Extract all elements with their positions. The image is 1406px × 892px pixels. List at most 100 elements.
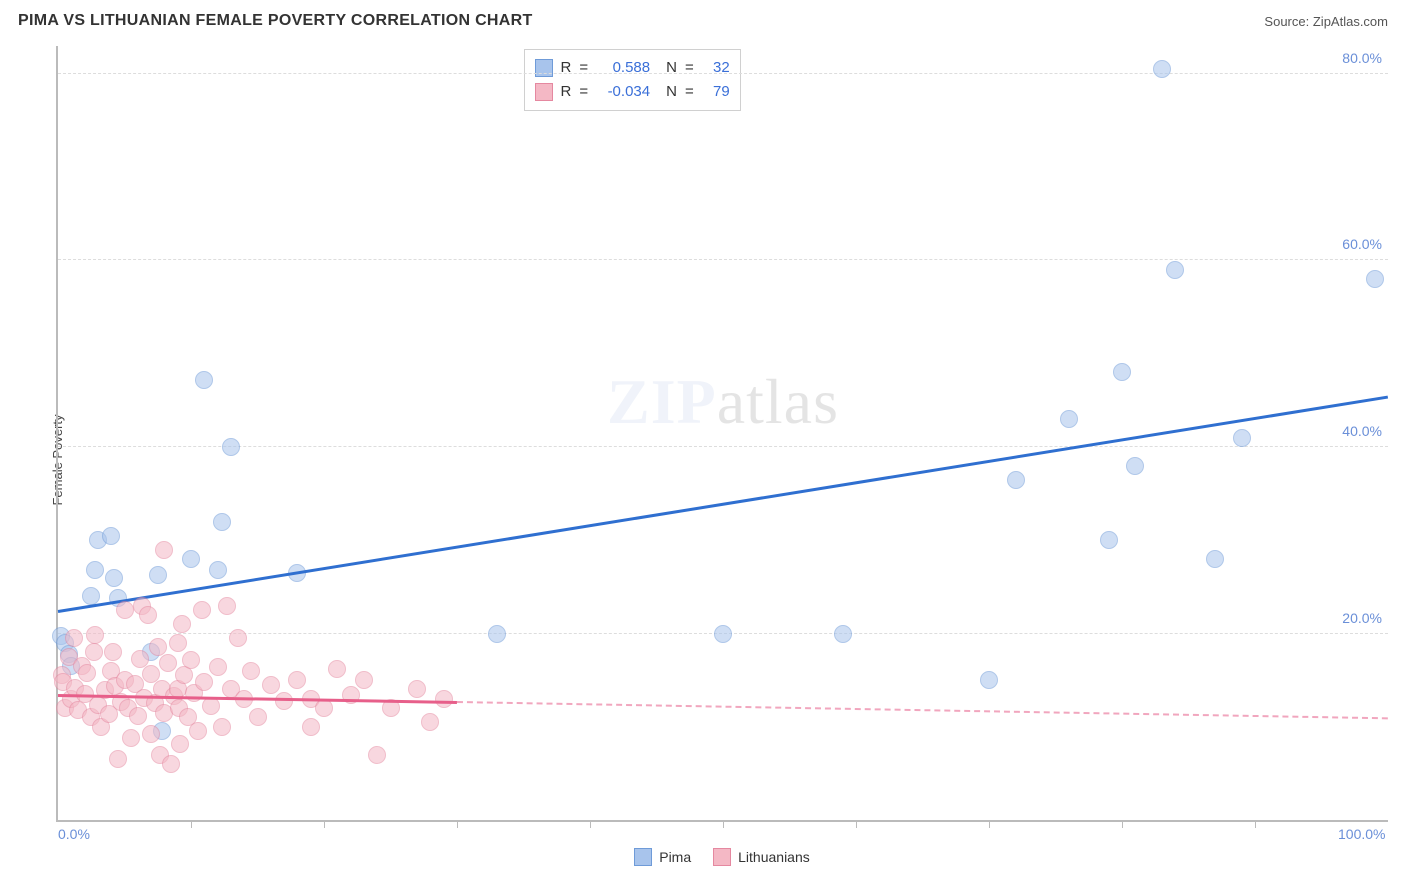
x-tick-minor: [457, 820, 458, 828]
trend-line: [457, 701, 1388, 719]
source-attribution: Source: ZipAtlas.com: [1264, 14, 1388, 29]
data-point: [159, 654, 177, 672]
data-point: [175, 666, 193, 684]
legend-label: Lithuanians: [738, 849, 810, 865]
watermark-atlas: atlas: [717, 366, 839, 437]
data-point: [1007, 471, 1025, 489]
data-point: [435, 690, 453, 708]
stat-r-label: R: [561, 56, 572, 80]
stats-row: R = -0.034 N = 79: [535, 80, 730, 104]
stat-n-label: N: [666, 80, 677, 104]
data-point: [213, 513, 231, 531]
data-point: [1126, 457, 1144, 475]
data-point: [102, 527, 120, 545]
x-tick-minor: [1122, 820, 1123, 828]
data-point: [202, 697, 220, 715]
watermark-zip: ZIP: [607, 366, 717, 437]
data-point: [129, 707, 147, 725]
correlation-stats-box: R = 0.588 N = 32R = -0.034 N = 79: [524, 49, 741, 111]
data-point: [85, 643, 103, 661]
stat-n-value: 79: [702, 80, 730, 104]
legend-label: Pima: [659, 849, 691, 865]
data-point: [182, 550, 200, 568]
y-tick-label: 60.0%: [1342, 236, 1382, 252]
data-point: [222, 438, 240, 456]
source-link[interactable]: ZipAtlas.com: [1313, 14, 1388, 29]
legend-swatch: [713, 848, 731, 866]
data-point: [328, 660, 346, 678]
stats-row: R=0.588N=32: [535, 56, 730, 80]
data-point: [195, 371, 213, 389]
data-point: [104, 643, 122, 661]
data-point: [355, 671, 373, 689]
data-point: [1366, 270, 1384, 288]
gridline: [58, 73, 1388, 74]
data-point: [149, 638, 167, 656]
data-point: [408, 680, 426, 698]
data-point: [78, 664, 96, 682]
data-point: [169, 634, 187, 652]
data-point: [155, 541, 173, 559]
data-point: [218, 597, 236, 615]
data-point: [189, 722, 207, 740]
stat-r-label: R: [561, 80, 572, 104]
data-point: [65, 629, 83, 647]
y-tick-label: 40.0%: [1342, 423, 1382, 439]
data-point: [242, 662, 260, 680]
data-point: [368, 746, 386, 764]
data-point: [714, 625, 732, 643]
data-point: [171, 735, 189, 753]
data-point: [86, 561, 104, 579]
data-point: [86, 626, 104, 644]
scatter-plot: ZIPatlas R=0.588N=32R=-0.034N=79 20.0%40…: [56, 46, 1388, 822]
data-point: [1206, 550, 1224, 568]
stat-n-label: N: [666, 56, 677, 80]
data-point: [109, 750, 127, 768]
stat-n-value: 32: [702, 56, 730, 80]
data-point: [182, 651, 200, 669]
data-point: [1060, 410, 1078, 428]
data-point: [105, 569, 123, 587]
data-point: [1153, 60, 1171, 78]
data-point: [1100, 531, 1118, 549]
data-point: [229, 629, 247, 647]
data-point: [315, 699, 333, 717]
data-point: [213, 718, 231, 736]
legend-swatch: [535, 83, 553, 101]
data-point: [488, 625, 506, 643]
legend-item: Lithuanians: [713, 848, 810, 866]
legend-item: Pima: [634, 848, 691, 866]
data-point: [288, 671, 306, 689]
data-point: [834, 625, 852, 643]
x-tick-minor: [1255, 820, 1256, 828]
stat-eq: =: [579, 56, 588, 80]
data-point: [421, 713, 439, 731]
legend-swatch: [535, 59, 553, 77]
data-point: [142, 665, 160, 683]
x-tick-minor: [590, 820, 591, 828]
stat-r-value: -0.034: [596, 80, 650, 104]
gridline: [58, 259, 1388, 260]
x-tick-minor: [191, 820, 192, 828]
stat-eq: =: [685, 80, 694, 104]
watermark: ZIPatlas: [607, 365, 839, 439]
data-point: [980, 671, 998, 689]
data-point: [116, 601, 134, 619]
trend-line: [58, 396, 1388, 613]
data-point: [193, 601, 211, 619]
data-point: [162, 755, 180, 773]
gridline: [58, 446, 1388, 447]
data-point: [122, 729, 140, 747]
data-point: [149, 566, 167, 584]
chart-title: PIMA VS LITHUANIAN FEMALE POVERTY CORREL…: [18, 12, 533, 30]
stat-r-value: 0.588: [596, 56, 650, 80]
stat-eq: =: [579, 80, 588, 104]
data-point: [173, 615, 191, 633]
data-point: [249, 708, 267, 726]
y-tick-label: 80.0%: [1342, 50, 1382, 66]
legend-swatch: [634, 848, 652, 866]
data-point: [209, 561, 227, 579]
data-point: [1166, 261, 1184, 279]
x-tick-minor: [989, 820, 990, 828]
data-point: [1233, 429, 1251, 447]
